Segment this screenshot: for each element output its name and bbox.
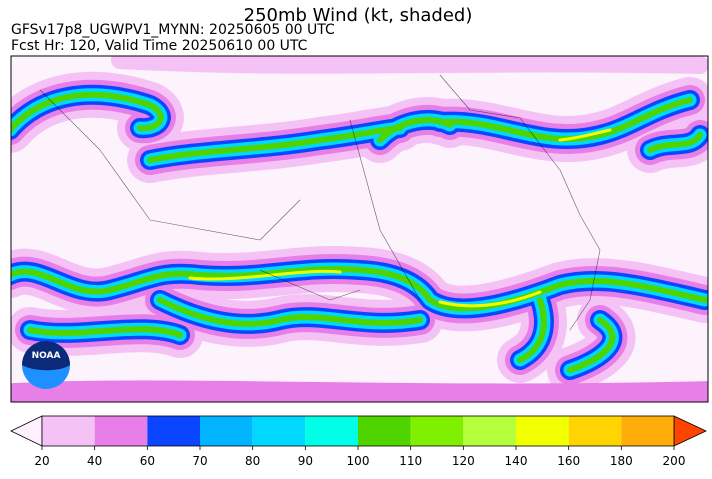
colorbar-segment [147,416,200,446]
title: 250mb Wind (kt, shaded) [244,5,473,26]
colorbar-tick-label: 90 [298,454,313,468]
colorbar-tick-label: 100 [347,454,370,468]
wind-shading [11,56,708,402]
colorbar-segment [568,416,622,446]
colorbar-tick-label: 140 [505,454,528,468]
colorbar-segment [358,416,411,446]
colorbar-tick-label: 60 [140,454,155,468]
colorbar-tick-label: 200 [663,454,686,468]
colorbar-tick-label: 20 [34,454,49,468]
run-label: GFSv17p8_UGWPV1_MYNN: 20250605 00 UTC [11,22,335,38]
noaa-logo: NOAA [22,341,70,389]
colorbar-tick-label: 160 [557,454,580,468]
map-frame [10,55,709,403]
colorbar-tick-label: 110 [399,454,422,468]
colorbar: 20 40 60 70 80 90 100 110 120 140 160 180 200 [10,415,707,468]
colorbar-segment [305,416,358,446]
colorbar-segment [516,416,569,446]
colorbar-tick-label: 40 [87,454,102,468]
colorbar-segment [463,416,516,446]
colorbar-segment [200,416,253,446]
logo-text: NOAA [32,351,61,361]
colorbar-segment [410,416,464,446]
valid-label: Fcst Hr: 120, Valid Time 20250610 00 UTC [11,38,308,54]
colorbar-segment [621,416,674,446]
colorbar-tick-label: 70 [192,454,207,468]
colorbar-tick-label: 80 [245,454,260,468]
map: NOAA [10,55,709,403]
colorbar-tick-label: 120 [452,454,475,468]
colorbar-segment [252,416,306,446]
colorbar-segment [94,416,148,446]
colorbar-under [10,415,43,447]
colorbar-segment [42,416,95,446]
colorbar-over [673,415,707,447]
colorbar-tick-label: 180 [610,454,633,468]
